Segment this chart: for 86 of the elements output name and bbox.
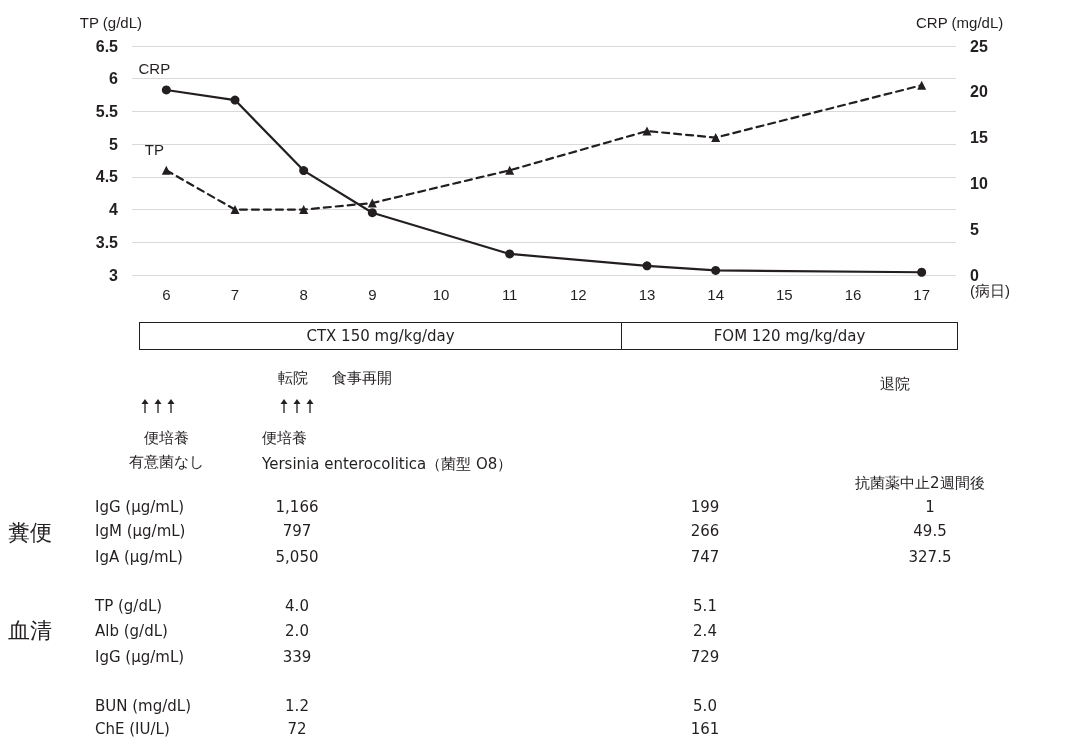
x-tick-label: 8	[299, 286, 308, 303]
x-tick-label: 13	[638, 286, 656, 303]
x-tick-label: 16	[844, 286, 862, 303]
y2-tick-label: 25	[970, 37, 988, 55]
text: IgG (μg/mL)	[95, 498, 185, 516]
x-tick-label: 9	[368, 286, 377, 303]
series-label: CRP	[138, 60, 171, 78]
point	[642, 261, 652, 271]
point	[161, 165, 171, 175]
point	[230, 95, 240, 105]
text: 5.1	[693, 597, 717, 615]
y2-tick-label: 15	[970, 129, 988, 147]
text: 161	[690, 720, 720, 738]
point	[367, 208, 377, 218]
x-tick-label: 11	[501, 286, 518, 303]
x-tick-label: 6	[162, 286, 171, 303]
text: 便培養	[143, 429, 189, 447]
text: IgA (μg/mL)	[95, 548, 183, 566]
text: 797	[282, 522, 312, 540]
text: 食事再開	[332, 369, 392, 387]
text: 747	[690, 548, 720, 566]
text: ChE (IU/L)	[95, 720, 170, 738]
x-tick-label: 14	[707, 286, 725, 303]
y2-axis-title: CRP (mg/dL)	[916, 14, 1004, 31]
point	[299, 166, 309, 176]
point	[505, 165, 515, 175]
point	[230, 205, 240, 215]
y-tick-label: 4.5	[95, 168, 119, 186]
x-tick-label: 7	[230, 286, 240, 303]
x-tick-label: 12	[569, 286, 587, 303]
point	[642, 126, 652, 136]
y-tick-label: 4	[109, 201, 119, 219]
text: 4.0	[285, 597, 309, 615]
text: 抗菌薬中止2週間後	[855, 474, 985, 492]
text: 便培養	[262, 429, 307, 447]
y2-tick-label: 5	[970, 220, 979, 238]
y2-tick-label: 20	[970, 83, 988, 101]
text: 339	[282, 648, 312, 666]
y-tick-label: 5.5	[95, 102, 119, 120]
y-tick-label: 6	[109, 70, 119, 88]
series-label: TP	[144, 140, 164, 158]
y-tick-label: 5	[109, 135, 119, 153]
point	[299, 205, 309, 215]
text: 729	[690, 648, 720, 666]
y2-tick-label: 10	[970, 174, 988, 192]
text: 2.4	[693, 622, 717, 640]
text: 2.0	[285, 622, 309, 640]
y-axis-title: TP (g/dL)	[79, 14, 142, 31]
y2-tick-label: 0	[970, 266, 979, 284]
text: 199	[690, 498, 720, 516]
text: 72	[287, 720, 307, 738]
text: 327.5	[908, 548, 952, 566]
text: 1.2	[285, 697, 309, 715]
point	[711, 265, 721, 275]
point	[161, 85, 171, 95]
text: IgM (μg/mL)	[95, 522, 186, 540]
y-tick-label: 6.5	[95, 37, 119, 55]
x-tick-label: 17	[913, 286, 931, 303]
point	[917, 267, 927, 277]
text: Yersinia enterocolitica（菌型 O8）	[262, 455, 513, 473]
text: 退院	[880, 375, 910, 393]
text: 5.0	[693, 697, 717, 715]
x-axis-title: (病日)	[970, 282, 1010, 299]
text: 1	[925, 498, 935, 516]
y-tick-label: 3	[109, 266, 119, 284]
point	[505, 249, 515, 259]
text: FOM 120 mg/kg/day	[621, 322, 958, 350]
text: 1,166	[275, 498, 319, 516]
x-tick-label: 10	[432, 286, 450, 303]
text: IgG (μg/mL)	[95, 648, 185, 666]
text: 5,050	[275, 548, 319, 566]
text: Alb (g/dL)	[95, 622, 168, 640]
text: 有意菌なし	[128, 453, 204, 471]
text: TP (g/dL)	[95, 597, 163, 615]
text: CTX 150 mg/kg/day	[139, 322, 622, 350]
text: BUN (mg/dL)	[95, 697, 192, 715]
point	[367, 198, 377, 208]
x-tick-label: 15	[775, 286, 793, 303]
text: 49.5	[913, 522, 947, 540]
text: 糞便	[8, 519, 52, 547]
text: 血清	[8, 617, 52, 645]
y-tick-label: 3.5	[95, 233, 119, 251]
text: 266	[690, 522, 720, 540]
point	[711, 133, 721, 143]
text: 転院	[278, 369, 308, 387]
point	[917, 80, 927, 90]
